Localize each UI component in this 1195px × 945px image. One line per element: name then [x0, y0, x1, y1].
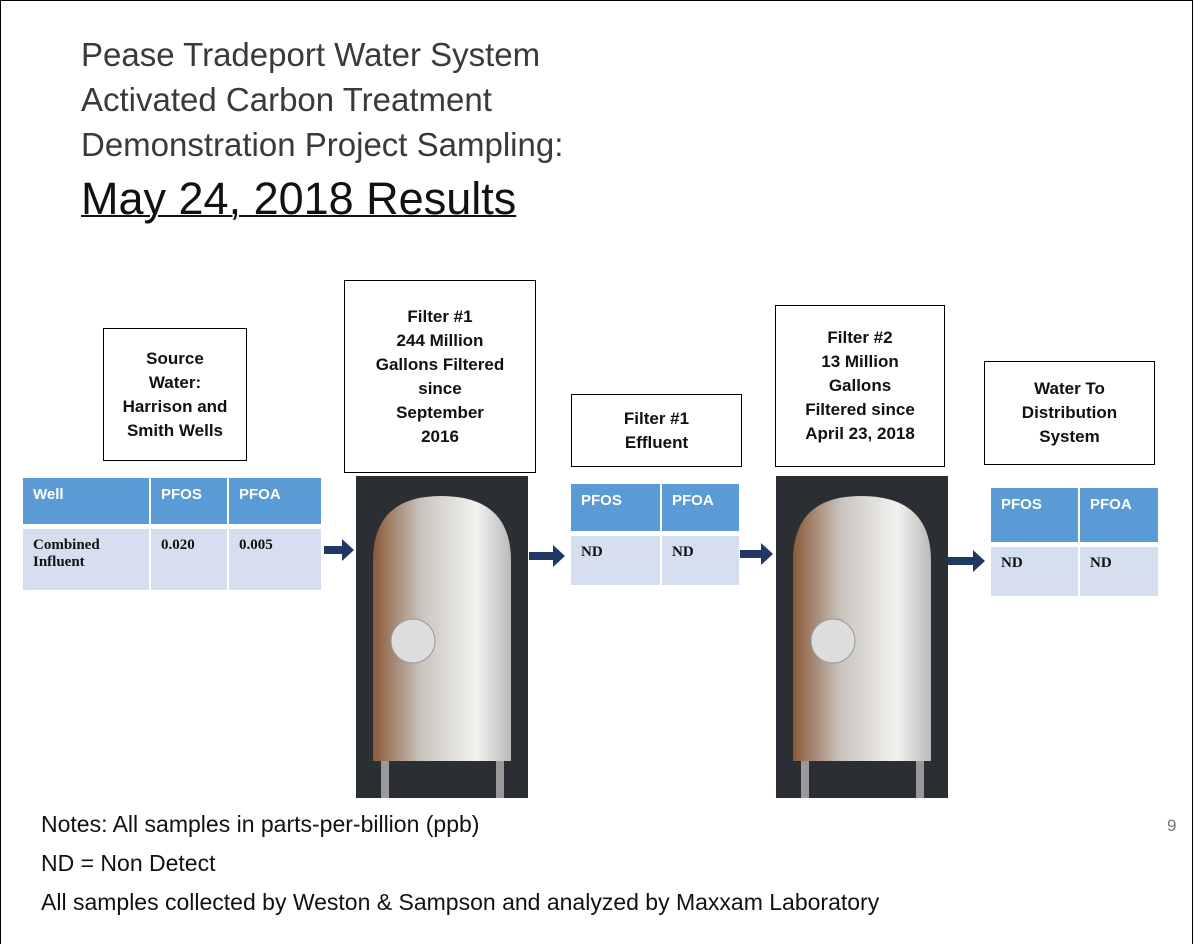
box-line: September [396, 401, 484, 425]
table-cell: ND [1080, 547, 1158, 596]
box-line: System [1039, 425, 1099, 449]
note-line: Notes: All samples in parts-per-billion … [41, 811, 479, 838]
box-line: Distribution [1022, 401, 1117, 425]
table-cell: Combined Influent [23, 529, 149, 590]
table-header-cell: PFOS [571, 484, 660, 531]
note-line: ND = Non Detect [41, 850, 216, 877]
box-line: April 23, 2018 [805, 422, 915, 446]
box-line: Smith Wells [127, 419, 223, 443]
table-cell: ND [991, 547, 1078, 596]
box-line: Filtered since [805, 398, 915, 422]
box-line: Gallons Filtered [376, 353, 504, 377]
tank-photo [356, 476, 528, 798]
title-line: Pease Tradeport Water System [81, 36, 540, 74]
box-line: 2016 [421, 425, 459, 449]
box-line: Effluent [625, 431, 688, 455]
box-line: Source [146, 347, 204, 371]
box-line: Water: [149, 371, 201, 395]
box-line: 13 Million [821, 350, 898, 374]
table-header-cell: Well [23, 478, 149, 524]
table-cell: 0.005 [229, 529, 321, 590]
box-line: Harrison and [123, 395, 228, 419]
note-line: All samples collected by Weston & Sampso… [41, 889, 879, 916]
box-line: Water To [1034, 377, 1105, 401]
box-line: Filter #2 [827, 326, 892, 350]
table-cell: 0.020 [151, 529, 227, 590]
table-header-cell: PFOS [151, 478, 227, 524]
box-line: since [418, 377, 461, 401]
table-header-cell: PFOA [229, 478, 321, 524]
title-line: Activated Carbon Treatment [81, 81, 492, 119]
box-line: 244 Million [397, 329, 484, 353]
subtitle: May 24, 2018 Results [81, 173, 516, 225]
box-line: Filter #1 [624, 407, 689, 431]
box-line: Filter #1 [407, 305, 472, 329]
box-line: Gallons [829, 374, 891, 398]
table-header-cell: PFOA [662, 484, 739, 531]
table-cell: ND [662, 536, 739, 585]
table-header-cell: PFOA [1080, 488, 1158, 542]
table-header-cell: PFOS [991, 488, 1078, 542]
page-number: 9 [1167, 816, 1176, 836]
slide: Pease Tradeport Water System Activated Ca… [0, 0, 1193, 944]
title-line: Demonstration Project Sampling: [81, 126, 563, 164]
table-cell: ND [571, 536, 660, 585]
tank-photo [776, 476, 948, 798]
